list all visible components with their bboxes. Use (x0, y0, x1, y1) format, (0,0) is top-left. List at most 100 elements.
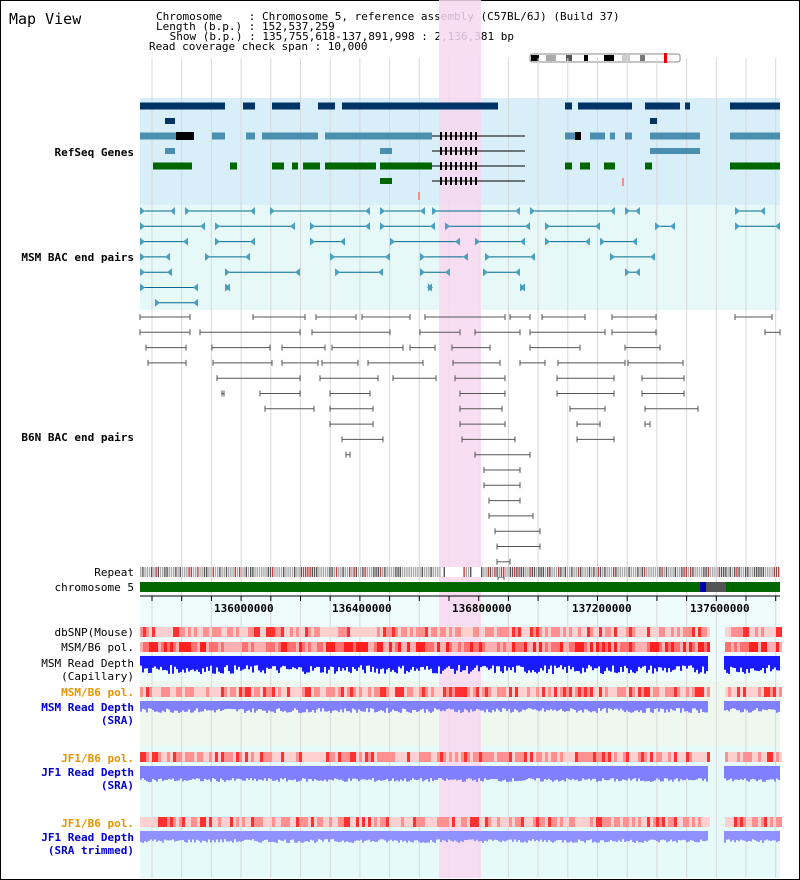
read-depth-bar (434, 766, 436, 780)
read-depth-bar (142, 701, 144, 709)
polymorphism-cell (605, 752, 608, 762)
polymorphism-cell (344, 627, 347, 637)
read-depth-bar (414, 766, 416, 780)
polymorphism-cell (578, 627, 581, 637)
polymorphism-cell (311, 642, 314, 652)
read-depth-bar (408, 766, 410, 782)
repeat-element (500, 567, 503, 577)
read-depth-bar (372, 701, 374, 709)
polymorphism-cell (569, 627, 572, 637)
msm-depth-capillary-label: MSM Read Depth (41, 657, 134, 670)
bac-end-marker (515, 207, 520, 215)
read-depth-bar (462, 766, 464, 782)
gene-block (165, 118, 175, 124)
polymorphism-cell (617, 642, 620, 652)
polymorphism-cell (569, 687, 572, 697)
read-depth-bar (206, 701, 208, 711)
read-depth-bar (536, 766, 538, 779)
polymorphism-cell (365, 627, 368, 637)
read-depth-bar (610, 831, 612, 840)
polymorphism-cell (635, 642, 638, 652)
read-depth-bar (248, 656, 250, 670)
read-depth-bar (636, 656, 638, 672)
polymorphism-cell (617, 817, 620, 827)
repeat-element (258, 567, 261, 577)
read-depth-bar (746, 701, 748, 711)
polymorphism-cell (527, 817, 530, 827)
read-depth-bar (328, 656, 330, 670)
polymorphism-cell (221, 627, 224, 637)
polymorphism-cell (506, 752, 509, 762)
repeat-element (234, 567, 236, 577)
read-depth-bar (272, 766, 274, 781)
polymorphism-cell (668, 752, 671, 762)
polymorphism-cell (602, 817, 605, 827)
read-depth-bar (618, 766, 620, 782)
repeat-element (725, 567, 727, 577)
bac-end-marker (245, 252, 250, 261)
repeat-element (692, 567, 694, 577)
polymorphism-cell (146, 752, 149, 762)
polymorphism-cell (329, 752, 332, 762)
chromosome-ideogram[interactable] (529, 53, 681, 63)
polymorphism-cell (575, 817, 578, 827)
read-depth-bar (392, 656, 394, 670)
repeat-element (364, 567, 366, 577)
read-depth-bar (350, 831, 352, 843)
read-depth-bar (192, 766, 194, 779)
read-depth-bar (568, 831, 570, 843)
read-depth-bar (478, 766, 480, 779)
read-depth-bar (292, 831, 294, 840)
read-depth-bar (528, 831, 530, 841)
read-depth-bar (558, 766, 560, 782)
polymorphism-cell (524, 817, 527, 827)
read-depth-bar (380, 701, 382, 710)
read-depth-bar (198, 766, 200, 779)
repeat-element (584, 567, 586, 577)
polymorphism-cell (611, 627, 614, 637)
read-depth-bar (370, 656, 372, 672)
read-depth-bar (526, 701, 528, 710)
b6n-bac-track[interactable] (139, 314, 781, 581)
polymorphism-cell (500, 687, 503, 697)
read-depth-bar (548, 656, 550, 670)
read-depth-bar (168, 701, 170, 710)
refseq-gene-track[interactable] (140, 102, 780, 201)
repeat-element (439, 567, 441, 577)
polymorphism-cell (644, 817, 647, 827)
read-depth-bar (404, 766, 406, 779)
polymorphism-cell (683, 817, 686, 827)
read-depth-bar (202, 766, 204, 782)
read-depth-bar (286, 701, 288, 713)
read-depth-bar (440, 831, 442, 843)
polymorphism-cell (608, 627, 611, 637)
polymorphism-cell (455, 817, 458, 827)
gene-block (140, 132, 176, 140)
read-depth-bar (360, 766, 362, 780)
read-depth-bar (280, 766, 282, 779)
read-depth-bar (240, 766, 242, 780)
polymorphism-cell (617, 627, 620, 637)
read-depth-bar (644, 701, 646, 713)
gene-block (153, 162, 192, 170)
repeat-element (701, 567, 703, 577)
read-depth-bar (778, 766, 780, 781)
polymorphism-cell (392, 642, 395, 652)
read-depth-bar (466, 766, 468, 780)
read-depth-bar (522, 831, 524, 843)
read-depth-bar (676, 766, 678, 779)
read-depth-bar (698, 831, 700, 843)
read-depth-bar (772, 766, 774, 780)
gene-exon (455, 162, 457, 170)
gene-block (730, 102, 780, 110)
axis-tick-label: 136400000 (332, 602, 392, 615)
msm-bac-track[interactable] (140, 207, 780, 307)
read-depth-bar (728, 701, 730, 712)
polymorphism-cell (545, 817, 548, 827)
repeat-element (465, 567, 467, 577)
polymorphism-cell (236, 642, 239, 652)
polymorphism-cell (641, 817, 644, 827)
read-depth-bar (542, 656, 544, 671)
bac-end-marker (310, 237, 315, 246)
